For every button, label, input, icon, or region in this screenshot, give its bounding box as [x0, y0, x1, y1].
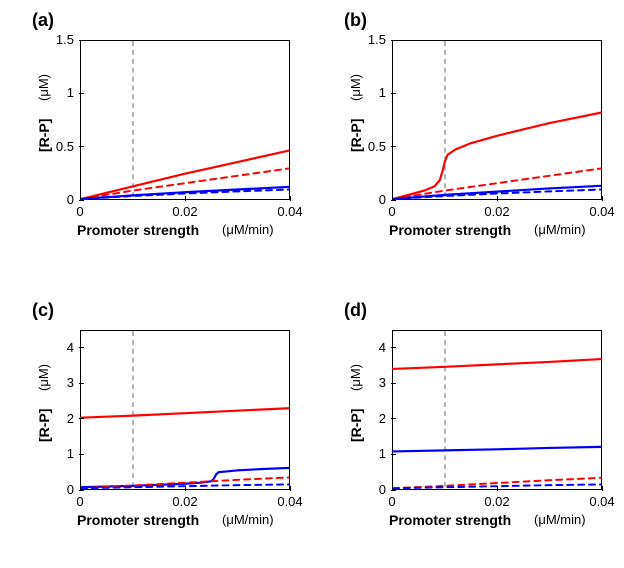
- ytick-mark: [79, 347, 84, 348]
- plot-svg-b: [393, 41, 601, 199]
- ytick-label: 1.5: [352, 32, 386, 47]
- ylabel-d: [R-P]: [348, 409, 364, 442]
- xlabel-d: Promoter strength: [389, 512, 511, 528]
- ytick-mark: [391, 418, 396, 419]
- ytick-mark: [79, 93, 84, 94]
- ytick-label: 4: [352, 340, 386, 355]
- xtick-label: 0.04: [265, 494, 315, 509]
- xtick-label: 0.02: [160, 494, 210, 509]
- xtick-mark: [392, 486, 393, 491]
- ytick-mark: [391, 454, 396, 455]
- ytick-mark: [79, 454, 84, 455]
- ytick-mark: [391, 93, 396, 94]
- plot-svg-d: [393, 331, 601, 489]
- panel-label-b: (b): [344, 10, 367, 31]
- xunit-b: (μM/min): [534, 222, 586, 237]
- ytick-mark: [79, 146, 84, 147]
- xlabel-c: Promoter strength: [77, 512, 199, 528]
- plot-a: [80, 40, 290, 200]
- plot-svg-c: [81, 331, 289, 489]
- yunit-c: (μM): [36, 364, 51, 391]
- ytick-mark: [79, 418, 84, 419]
- series-c-0: [81, 408, 289, 417]
- ytick-mark: [391, 40, 396, 41]
- xunit-a: (μM/min): [222, 222, 274, 237]
- series-b-0: [393, 113, 601, 199]
- yunit-b: (μM): [348, 74, 363, 101]
- yunit-d: (μM): [348, 364, 363, 391]
- series-d-0: [393, 359, 601, 369]
- xtick-mark: [602, 486, 603, 491]
- ytick-label: 4: [40, 340, 74, 355]
- xtick-label: 0: [55, 204, 105, 219]
- plot-c: [80, 330, 290, 490]
- ytick-label: 1: [352, 446, 386, 461]
- xtick-mark: [80, 196, 81, 201]
- xtick-label: 0: [367, 494, 417, 509]
- panel-label-d: (d): [344, 300, 367, 321]
- xtick-label: 0.02: [472, 204, 522, 219]
- xtick-label: 0.02: [472, 494, 522, 509]
- xlabel-a: Promoter strength: [77, 222, 199, 238]
- xtick-mark: [290, 196, 291, 201]
- xunit-d: (μM/min): [534, 512, 586, 527]
- plot-d: [392, 330, 602, 490]
- xunit-c: (μM/min): [222, 512, 274, 527]
- xtick-label: 0.04: [265, 204, 315, 219]
- xtick-label: 0.02: [160, 204, 210, 219]
- ytick-mark: [391, 347, 396, 348]
- xtick-label: 0.04: [577, 204, 624, 219]
- ylabel-b: [R-P]: [348, 119, 364, 152]
- xtick-label: 0: [367, 204, 417, 219]
- yunit-a: (μM): [36, 74, 51, 101]
- xtick-mark: [497, 196, 498, 201]
- ytick-mark: [391, 383, 396, 384]
- ylabel-a: [R-P]: [36, 119, 52, 152]
- xtick-mark: [497, 486, 498, 491]
- xtick-label: 0: [55, 494, 105, 509]
- plot-b: [392, 40, 602, 200]
- xlabel-b: Promoter strength: [389, 222, 511, 238]
- panel-label-a: (a): [32, 10, 54, 31]
- ytick-mark: [79, 383, 84, 384]
- xtick-mark: [185, 196, 186, 201]
- ylabel-c: [R-P]: [36, 409, 52, 442]
- figure: (a)00.511.500.020.04[R-P](μM)Promoter st…: [0, 0, 624, 568]
- xtick-mark: [602, 196, 603, 201]
- ytick-mark: [79, 40, 84, 41]
- xtick-label: 0.04: [577, 494, 624, 509]
- ytick-label: 1: [40, 446, 74, 461]
- panel-label-c: (c): [32, 300, 54, 321]
- series-d-1: [393, 447, 601, 452]
- xtick-mark: [392, 196, 393, 201]
- plot-svg-a: [81, 41, 289, 199]
- xtick-mark: [185, 486, 186, 491]
- xtick-mark: [290, 486, 291, 491]
- ytick-mark: [391, 146, 396, 147]
- xtick-mark: [80, 486, 81, 491]
- ytick-label: 1.5: [40, 32, 74, 47]
